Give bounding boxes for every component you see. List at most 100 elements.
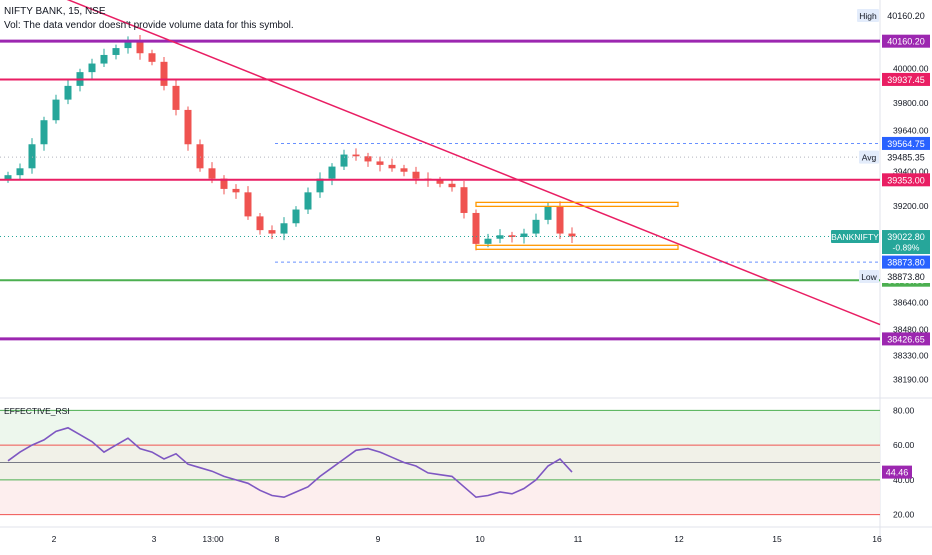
level-tag-text: 38426.65 xyxy=(887,334,925,344)
level-tag-text: 39353.00 xyxy=(887,175,925,185)
candle-body xyxy=(484,238,492,244)
rsi-tick-label: 80.00 xyxy=(893,405,915,415)
rsi-zone-green xyxy=(0,410,880,446)
candle xyxy=(256,212,264,235)
candle xyxy=(52,94,60,124)
candle xyxy=(232,184,240,199)
price-tag-label-bg xyxy=(857,8,879,22)
candle xyxy=(136,35,144,60)
candle-body xyxy=(136,41,144,54)
candle-body xyxy=(328,166,336,179)
candle xyxy=(316,172,324,198)
candle xyxy=(328,163,336,186)
box-bottom-band xyxy=(475,244,679,250)
symbol-title[interactable]: NIFTY BANK, 15, NSE xyxy=(4,6,106,17)
candle xyxy=(376,156,384,172)
price-tick-label: 39800.00 xyxy=(893,98,929,108)
level-price-tag: 39937.45 xyxy=(882,72,930,86)
time-x-axis: 2 3 13:00 8 9 10 11 12 15 16 xyxy=(52,534,882,544)
candle xyxy=(88,58,96,79)
price-tag-bg xyxy=(882,270,930,283)
candle xyxy=(100,48,108,67)
time-tick-label: 15 xyxy=(772,534,782,544)
price-tick-label: 39200.00 xyxy=(893,201,929,211)
candle xyxy=(436,176,444,188)
high-tag: High 40160.20 xyxy=(857,8,930,22)
volume-note: Vol: The data vendor doesn't provide vol… xyxy=(4,20,294,31)
candle-body xyxy=(388,164,396,169)
candle-body xyxy=(232,188,240,193)
price-tag-label: BANKNIFTY xyxy=(831,232,879,242)
time-tick-label: 13:00 xyxy=(202,534,224,544)
level-tag-bg xyxy=(882,34,930,48)
price-tag-bg xyxy=(882,136,930,150)
level-price-tag: 39353.00 xyxy=(882,173,930,187)
candle-body xyxy=(436,180,444,184)
last-price-tag: BANKNIFTY 39022.80-0.89% xyxy=(831,230,930,255)
time-tick-label: 3 xyxy=(152,534,157,544)
level-tag-text: 40160.20 xyxy=(887,37,925,47)
price-tag-value: 39022.80 xyxy=(887,232,925,242)
price-tick-label: 38480.00 xyxy=(893,325,929,335)
rsi-title: EFFECTIVE_RSI xyxy=(4,406,70,416)
avg-tag: Avg 39485.35 xyxy=(859,150,930,164)
candle xyxy=(388,158,396,172)
candle-body xyxy=(160,61,168,86)
time-tick-label: 2 xyxy=(52,534,57,544)
price-tag-value: 38873.80 xyxy=(887,258,925,268)
price-tick-label: 38640.00 xyxy=(893,297,929,307)
candle-body xyxy=(304,192,312,210)
candle-body xyxy=(568,233,576,237)
candle-body xyxy=(28,144,36,169)
price-tag-value: 40160.20 xyxy=(887,11,925,21)
candle-body xyxy=(556,206,564,234)
candle-body xyxy=(280,223,288,234)
candle xyxy=(556,201,564,240)
rsi-zone-red xyxy=(0,479,880,515)
candle-body xyxy=(412,171,420,179)
candle-body xyxy=(520,233,528,237)
candle-body xyxy=(4,175,12,180)
candle-body xyxy=(352,154,360,157)
candle xyxy=(64,79,72,105)
price-tag-value: 38873.80 xyxy=(887,272,925,282)
candle xyxy=(400,164,408,177)
time-tick-label: 11 xyxy=(574,534,583,544)
price-tick-label: 40000.00 xyxy=(893,64,929,74)
price-tag-value: 39564.75 xyxy=(887,139,925,149)
price-tag-label-bg xyxy=(859,150,879,164)
candle xyxy=(148,49,156,66)
time-tick-label: 8 xyxy=(275,534,280,544)
candle-body xyxy=(532,219,540,234)
candle xyxy=(40,116,48,151)
candle-body xyxy=(400,168,408,172)
candle-body xyxy=(112,48,120,55)
candle-body xyxy=(52,99,60,121)
candle-body xyxy=(364,156,372,162)
candle xyxy=(28,138,36,174)
candle-body xyxy=(184,109,192,145)
price-tick-label: 38190.00 xyxy=(893,375,929,385)
box-top-band xyxy=(475,201,679,208)
candle xyxy=(472,209,480,251)
candle-body xyxy=(256,216,264,231)
rsi-value-tag: 44.46 xyxy=(886,468,909,478)
candle xyxy=(292,206,300,227)
candle-body xyxy=(340,154,348,167)
candle-body xyxy=(460,187,468,213)
candle-body xyxy=(448,183,456,188)
candle xyxy=(568,227,576,244)
candle xyxy=(448,178,456,192)
rsi-pane: 20.00 40.00 60.00 80.00 EFFECTIVE_RSI 44.46 xyxy=(0,405,915,520)
price-tag-bg xyxy=(882,8,930,22)
candle xyxy=(412,166,420,185)
candle xyxy=(160,57,168,91)
price-tag-bg xyxy=(882,230,930,255)
blue-level-tag: 39564.75 xyxy=(882,136,930,150)
price-tag-value: 39485.35 xyxy=(887,153,925,163)
candle-body xyxy=(196,144,204,169)
rsi-line xyxy=(7,426,573,499)
time-tick-label: 16 xyxy=(872,534,882,544)
